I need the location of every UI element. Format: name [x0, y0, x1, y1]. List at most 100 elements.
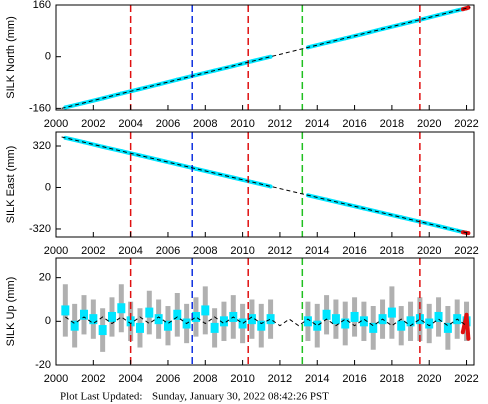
point	[399, 215, 404, 220]
x-tick-label: 2018	[380, 373, 404, 385]
x-tick-label: 2012	[268, 245, 292, 257]
point	[219, 316, 228, 327]
x-tick-label: 2004	[118, 118, 142, 130]
point	[303, 316, 312, 327]
point	[89, 314, 98, 325]
x-tick-label: 2010	[230, 373, 254, 385]
point	[466, 231, 471, 236]
point	[324, 197, 329, 202]
point	[464, 312, 469, 317]
point	[343, 36, 348, 41]
point	[126, 316, 135, 327]
x-tick-label: 2016	[342, 245, 366, 257]
point	[397, 320, 406, 331]
data-band	[64, 54, 272, 110]
x-tick-label: 2006	[156, 118, 180, 130]
x-tick-label: 2004	[118, 245, 142, 257]
point	[193, 166, 198, 171]
x-tick-label: 2010	[230, 118, 254, 130]
x-tick-label: 2014	[305, 373, 329, 385]
x-tick-label: 2006	[156, 245, 180, 257]
x-tick-label: 2002	[81, 118, 105, 130]
point	[460, 230, 465, 235]
point	[343, 202, 348, 207]
x-tick-label: 2004	[118, 373, 142, 385]
x-tick-label: 2014	[305, 245, 329, 257]
x-tick-label: 2016	[342, 118, 366, 130]
data-band	[64, 135, 272, 189]
x-tick-label: 2002	[81, 245, 105, 257]
y-axis-label: SILK East (mm)	[5, 146, 17, 224]
plot-frame	[55, 257, 475, 366]
x-tick-label: 2016	[342, 373, 366, 385]
point	[175, 162, 180, 167]
y-tick-label: -320	[29, 223, 51, 235]
point	[369, 322, 378, 333]
point	[79, 309, 88, 320]
point	[119, 91, 124, 96]
point	[173, 309, 182, 320]
y-tick-label: 0	[45, 181, 51, 193]
point	[238, 318, 247, 329]
point	[135, 322, 144, 333]
x-tick-label: 2008	[193, 373, 217, 385]
point	[154, 314, 163, 325]
point	[268, 184, 273, 189]
point	[117, 303, 126, 314]
point	[191, 311, 200, 322]
point	[350, 311, 359, 322]
y-tick-label: 160	[33, 0, 51, 11]
y-axis-label: SILK Up (mm)	[5, 277, 17, 347]
x-tick-label: 2008	[193, 245, 217, 257]
y-tick-label: 20	[39, 272, 51, 284]
y-tick-label: -20	[35, 359, 51, 371]
point	[434, 311, 443, 322]
trend-line	[61, 6, 471, 109]
point	[119, 149, 124, 154]
x-tick-label: 2012	[268, 118, 292, 130]
x-tick-label: 2002	[81, 373, 105, 385]
point	[331, 314, 340, 325]
plot-frame	[55, 4, 475, 111]
point	[247, 314, 256, 325]
plot-frame	[55, 131, 475, 238]
x-tick-label: 2022	[454, 118, 478, 130]
point	[107, 311, 116, 322]
point	[70, 320, 79, 331]
x-tick-label: 2014	[305, 118, 329, 130]
point	[210, 322, 219, 333]
x-tick-label: 2000	[44, 245, 68, 257]
point	[324, 40, 329, 45]
point	[145, 307, 154, 318]
x-tick-label: 2000	[44, 118, 68, 130]
x-tick-label: 2006	[156, 373, 180, 385]
point	[425, 318, 434, 329]
x-tick-label: 2008	[193, 118, 217, 130]
point	[201, 305, 210, 316]
y-tick-label: 0	[45, 51, 51, 63]
point	[341, 318, 350, 329]
point	[249, 180, 254, 185]
point	[443, 322, 452, 333]
point	[98, 325, 107, 336]
x-tick-label: 2012	[268, 373, 292, 385]
x-tick-label: 2000	[44, 373, 68, 385]
point	[313, 320, 322, 331]
point	[406, 316, 415, 327]
footer-label: Plot Last Updated:	[60, 391, 143, 403]
point	[322, 309, 331, 320]
plot-area	[56, 258, 474, 365]
point	[266, 314, 275, 325]
x-tick-label: 2020	[417, 245, 441, 257]
point	[61, 305, 70, 316]
point	[163, 320, 172, 331]
x-tick-label: 2020	[417, 373, 441, 385]
trend-line	[65, 316, 467, 327]
x-tick-label: 2022	[454, 245, 478, 257]
point	[466, 336, 471, 341]
x-tick-label: 2022	[454, 373, 478, 385]
point	[257, 320, 266, 331]
point	[387, 307, 396, 318]
y-tick-label: 0	[45, 315, 51, 327]
y-axis-label: SILK North (mm)	[5, 16, 17, 99]
